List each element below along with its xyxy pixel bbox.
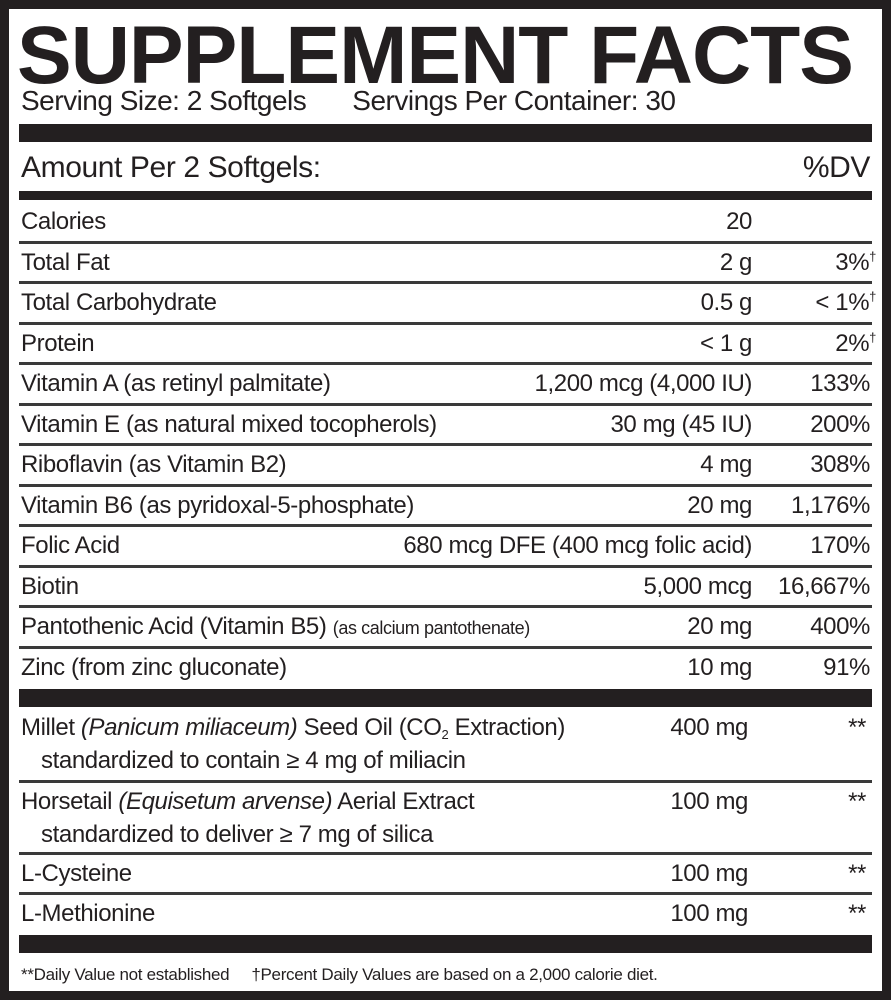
nutrient-dv: 16,667% [778, 572, 870, 600]
divider [19, 191, 872, 200]
ingredient-amount: 100 mg [670, 788, 748, 815]
serving-info: Serving Size: 2 Softgels Servings Per Con… [21, 85, 676, 117]
nutrient-dv: 2%† [835, 329, 876, 357]
nutrient-name: Calories [21, 208, 106, 235]
nutrient-row: Folic Acid 680 mcg DFE (400 mcg folic aci… [19, 527, 872, 568]
nutrient-amount: 20 mg [687, 491, 752, 519]
nutrient-name: Protein [21, 329, 95, 357]
nutrient-amount: 10 mg [687, 653, 752, 681]
servings-per-container: Servings Per Container: 30 [352, 85, 676, 116]
nutrient-name: Vitamin A (as retinyl palmitate) [21, 370, 331, 397]
nutrient-dv: 1,176% [791, 491, 870, 519]
ingredient-amount: 100 mg [670, 860, 748, 887]
nutrient-amount: 4 mg [700, 451, 752, 478]
footnote-percent-dv: †Percent Daily Values are based on a 2,0… [251, 965, 658, 984]
nutrient-amount: 20 mg [687, 613, 752, 640]
ingredient-dv: ** [848, 714, 866, 741]
nutrient-row: Riboflavin (as Vitamin B2) 4 mg 308% [19, 446, 872, 487]
nutrient-dv: 400% [810, 613, 870, 640]
nutrient-name: Zinc (from zinc gluconate) [21, 653, 287, 681]
footnotes: **Daily Value not established †Percent Da… [21, 965, 658, 985]
nutrient-dv: 170% [810, 532, 870, 559]
nutrient-dv: 133% [810, 370, 870, 397]
nutrient-amount: 680 mcg DFE (400 mcg folic acid) [403, 532, 752, 559]
dagger-mark: † [869, 289, 876, 304]
ingredient-row: L-Cysteine 100 mg ** [19, 855, 872, 895]
dv-header: %DV [802, 151, 871, 184]
ingredient-detail: standardized to deliver ≥ 7 mg of silica [41, 821, 434, 848]
ingredient-name: L-Cysteine [21, 860, 132, 887]
nutrient-row: Calories 20 [19, 203, 872, 244]
dagger-mark: † [869, 248, 876, 264]
ingredient-row: Horsetail (Equisetum arvense) Aerial Ext… [19, 783, 872, 855]
nutrient-amount: 0.5 g [700, 289, 753, 316]
ingredient-dv: ** [848, 788, 866, 815]
nutrient-amount: 2 g [719, 248, 753, 276]
nutrient-row: Total Fat 2 g 3%† [19, 244, 876, 284]
nutrient-row: Vitamin A (as retinyl palmitate) 1,200 mc… [19, 365, 872, 406]
thick-divider [19, 689, 872, 707]
ingredient-dv: ** [848, 860, 866, 887]
ingredient-name: Horsetail (Equisetum arvense) Aerial Ext… [21, 788, 475, 815]
nutrient-amount: 5,000 mcg [643, 572, 753, 600]
ingredient-detail: standardized to contain ≥ 4 mg of miliac… [41, 747, 466, 774]
nutrient-amount: 30 mg (45 IU) [610, 410, 752, 438]
serving-size: Serving Size: 2 Softgels [21, 85, 307, 116]
nutrient-row: Pantothenic Acid (Vitamin B5) (as calciu… [19, 608, 872, 649]
nutrient-amount: 1,200 mcg (4,000 IU) [534, 370, 753, 397]
nutrient-row: Vitamin E (as natural mixed tocopherols)… [19, 406, 872, 446]
nutrient-row: Total Carbohydrate 0.5 g < 1%† [19, 284, 876, 325]
footnote-dv-not-established: **Daily Value not established [21, 965, 230, 984]
nutrient-name: Total Fat [21, 248, 110, 276]
nutrient-name: Pantothenic Acid (Vitamin B5) (as calciu… [21, 613, 531, 640]
amount-header-row: Amount Per 2 Softgels: %DV [19, 145, 872, 191]
nutrient-amount: 20 [726, 208, 752, 235]
nutrient-source: (as calcium pantothenate) [332, 618, 531, 638]
ingredient-name: Millet (Panicum miliaceum) Seed Oil (CO2… [21, 714, 565, 742]
nutrient-dv: < 1%† [815, 289, 876, 316]
nutrient-dv: 91% [823, 653, 870, 681]
nutrient-dv: 308% [810, 451, 870, 478]
nutrient-name: Riboflavin (as Vitamin B2) [21, 451, 287, 478]
nutrient-amount: < 1 g [699, 329, 752, 357]
nutrient-row: Protein < 1 g 2%† [19, 325, 876, 365]
nutrient-name: Vitamin B6 (as pyridoxal-5-phosphate) [21, 491, 414, 519]
nutrient-name: Vitamin E (as natural mixed tocopherols) [21, 410, 437, 438]
ingredient-name: L-Methionine [21, 900, 155, 927]
nutrient-name: Folic Acid [21, 532, 120, 559]
amount-header: Amount Per 2 Softgels: [21, 151, 321, 184]
ingredient-row: L-Methionine 100 mg ** [19, 895, 872, 935]
panel-title: SUPPLEMENT FACTS [17, 10, 854, 101]
nutrient-row: Zinc (from zinc gluconate) 10 mg 91% [19, 649, 872, 690]
thick-divider [19, 935, 872, 953]
ingredient-amount: 100 mg [670, 900, 748, 927]
nutrient-name: Biotin [21, 572, 79, 600]
ingredient-amount: 400 mg [670, 714, 748, 741]
nutrient-dv: 3%† [835, 248, 876, 276]
nutrient-name: Total Carbohydrate [21, 289, 217, 316]
ingredient-dv: ** [848, 900, 866, 927]
dagger-mark: † [869, 329, 876, 345]
thick-divider [19, 124, 872, 142]
nutrient-dv: 200% [810, 410, 870, 438]
ingredient-row: Millet (Panicum miliaceum) Seed Oil (CO2… [19, 709, 872, 783]
nutrient-row: Vitamin B6 (as pyridoxal-5-phosphate) 20 … [19, 487, 872, 527]
nutrient-row: Biotin 5,000 mcg 16,667% [19, 568, 872, 608]
